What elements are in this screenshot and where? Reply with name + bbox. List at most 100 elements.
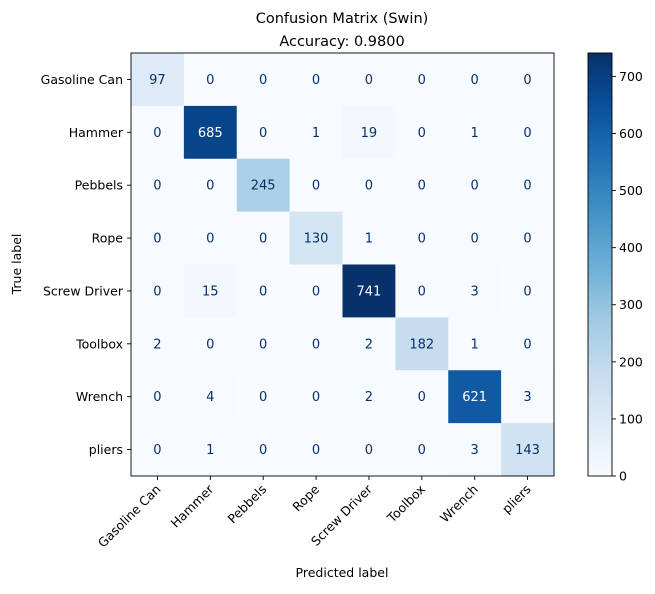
y-axis-label: True label — [9, 234, 24, 296]
cell-value-label: 0 — [206, 73, 214, 88]
cell-value-label: 0 — [259, 232, 267, 247]
matrix-cell — [448, 211, 502, 265]
cell-value-label: 19 — [361, 126, 378, 141]
matrix-cells: 97 0 0 0 0 0 0 0 0 685 0 1 19 0 1 0 0 0 245 0 0 0 0 0 0 0 0 130 1 0 0 0… — [131, 53, 555, 477]
cell-value-label: 0 — [153, 284, 161, 299]
cell-value-label: 182 — [409, 337, 434, 352]
y-tick-label: Pebbels — [75, 178, 123, 193]
y-tick-label: Screw Driver — [43, 283, 124, 298]
matrix-cell — [289, 158, 343, 213]
matrix-cell — [448, 158, 502, 213]
matrix-cell — [448, 370, 502, 424]
matrix-cell — [501, 317, 555, 371]
cell-value-label: 245 — [251, 179, 276, 194]
cell-value-label: 0 — [418, 232, 426, 247]
matrix-cell — [183, 53, 238, 107]
cell-value-label: 685 — [198, 126, 223, 141]
cell-value-label: 130 — [304, 232, 329, 247]
cell-value-label: 3 — [523, 390, 531, 405]
matrix-cell — [342, 423, 396, 477]
matrix-cell — [395, 423, 449, 477]
matrix-cell — [131, 317, 185, 371]
cell-value-label: 621 — [462, 390, 487, 405]
y-tick-label: Toolbox — [75, 336, 123, 351]
cell-value-label: 0 — [418, 179, 426, 194]
cell-value-label: 0 — [312, 443, 320, 458]
chart-subtitle: Accuracy: 0.9800 — [279, 34, 404, 50]
matrix-cell — [183, 264, 238, 318]
cell-value-label: 0 — [153, 232, 161, 247]
colorbar-tick-label: 100 — [619, 411, 643, 426]
matrix-cell — [183, 370, 238, 424]
cell-value-label: 0 — [153, 126, 161, 141]
matrix-cell — [236, 158, 291, 213]
cell-value-label: 0 — [418, 390, 426, 405]
x-tick-label: Rope — [289, 481, 322, 514]
colorbar-tick-label: 600 — [619, 126, 643, 141]
matrix-cell — [236, 105, 291, 160]
x-tick-label: Hammer — [167, 481, 217, 531]
matrix-cell — [289, 317, 343, 371]
y-tick-label: Hammer — [69, 125, 124, 140]
matrix-cell — [395, 53, 449, 107]
cell-value-label: 0 — [523, 284, 531, 299]
x-axis-label: Predicted label — [296, 565, 389, 580]
colorbar-tick-label: 400 — [619, 240, 643, 255]
y-tick-label: Gasoline Can — [41, 72, 123, 87]
cell-value-label: 143 — [515, 443, 540, 458]
colorbar-tick-label: 0 — [619, 469, 627, 484]
colorbar-tick-label: 200 — [619, 354, 643, 369]
cell-value-label: 0 — [206, 232, 214, 247]
matrix-cell — [342, 370, 396, 424]
cell-value-label: 0 — [312, 337, 320, 352]
matrix-cell — [501, 158, 555, 213]
cell-value-label: 0 — [312, 179, 320, 194]
cell-value-label: 0 — [471, 73, 479, 88]
matrix-cell — [131, 105, 185, 160]
matrix-cell — [342, 158, 396, 213]
colorbar — [587, 52, 613, 477]
cell-value-label: 0 — [523, 73, 531, 88]
cell-value-label: 0 — [365, 73, 373, 88]
colorbar-tick-label: 500 — [619, 183, 643, 198]
matrix-cell — [131, 370, 185, 424]
matrix-cell — [289, 211, 343, 265]
cell-value-label: 0 — [418, 126, 426, 141]
matrix-cell — [501, 105, 555, 160]
matrix-cell — [395, 317, 449, 371]
matrix-cell — [289, 105, 343, 160]
y-tick-label: Rope — [92, 231, 124, 246]
matrix-cell — [501, 53, 555, 107]
matrix-cell — [448, 264, 502, 318]
cell-value-label: 1 — [312, 126, 320, 141]
cell-value-label: 0 — [153, 179, 161, 194]
cell-value-label: 1 — [206, 443, 214, 458]
cell-value-label: 0 — [523, 337, 531, 352]
cell-value-label: 0 — [471, 232, 479, 247]
matrix-cell — [289, 264, 343, 318]
cell-value-label: 0 — [523, 126, 531, 141]
matrix-cell — [448, 105, 502, 160]
cell-value-label: 0 — [206, 179, 214, 194]
y-tick-labels: Gasoline Can Hammer Pebbels Rope Screw Drive… — [41, 72, 131, 457]
cell-value-label: 0 — [153, 443, 161, 458]
matrix-cell — [501, 264, 555, 318]
matrix-cell — [395, 264, 449, 318]
matrix-cell — [183, 211, 238, 265]
cell-value-label: 15 — [202, 284, 219, 299]
matrix-cell — [448, 53, 502, 107]
matrix-cell — [236, 53, 291, 107]
matrix-cell — [448, 317, 502, 371]
cell-value-label: 0 — [153, 390, 161, 405]
matrix-cell — [448, 423, 502, 477]
cell-value-label: 97 — [149, 73, 166, 88]
cell-value-label: 1 — [471, 126, 479, 141]
cell-value-label: 2 — [153, 337, 161, 352]
x-tick-label: Gasoline Can — [95, 482, 164, 551]
matrix-cell — [395, 105, 449, 160]
cell-value-label: 0 — [365, 179, 373, 194]
matrix-cell — [289, 53, 343, 107]
x-tick-label: Wrench — [437, 482, 481, 526]
matrix-cell — [501, 211, 555, 265]
